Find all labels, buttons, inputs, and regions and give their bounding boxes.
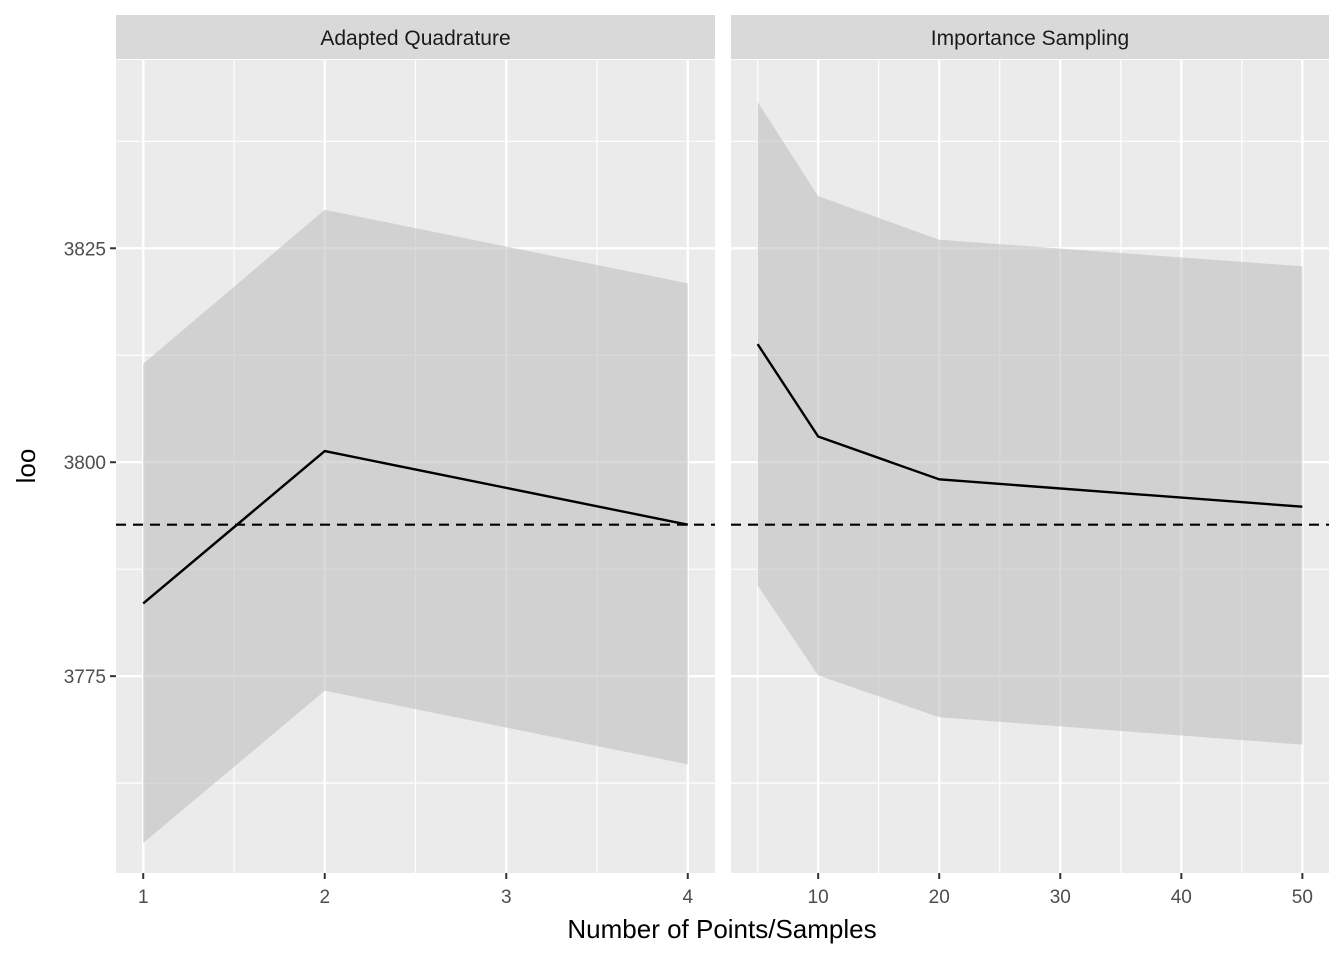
strip-background <box>731 15 1329 59</box>
x-tick-label: 10 <box>808 887 829 908</box>
x-tick-label: 3 <box>501 887 512 908</box>
x-tick-label: 1 <box>138 887 149 908</box>
x-tick-label: 20 <box>929 887 950 908</box>
strip-background <box>116 15 715 59</box>
panels: Adapted Quadrature 1 2 3 4 Importance Samplin… <box>116 15 1329 908</box>
y-tick-label: 3775 <box>64 667 106 688</box>
x-tick-label: 50 <box>1292 887 1313 908</box>
x-tick-label: 4 <box>682 887 693 908</box>
panel-title: Adapted Quadrature <box>320 27 510 50</box>
x-axis-title: Number of Points/Samples <box>567 914 876 944</box>
confidence-ribbon <box>757 101 1303 745</box>
series-line <box>142 449 689 605</box>
x-tick-label: 30 <box>1050 887 1071 908</box>
panel-title: Importance Sampling <box>931 27 1129 50</box>
y-axis: 3775 3800 3825 <box>64 239 116 688</box>
y-tick-label: 3825 <box>64 239 106 260</box>
panel-1: Adapted Quadrature 1 2 3 4 <box>116 15 715 908</box>
x-tick-label: 40 <box>1171 887 1192 908</box>
panel-2: Importance Sampling 10 20 30 40 50 <box>731 15 1329 908</box>
x-tick-label: 2 <box>319 887 330 908</box>
series-line <box>756 343 1303 508</box>
y-tick-label: 3800 <box>64 453 106 474</box>
confidence-ribbon <box>143 209 688 844</box>
y-axis-title: loo <box>11 449 41 484</box>
